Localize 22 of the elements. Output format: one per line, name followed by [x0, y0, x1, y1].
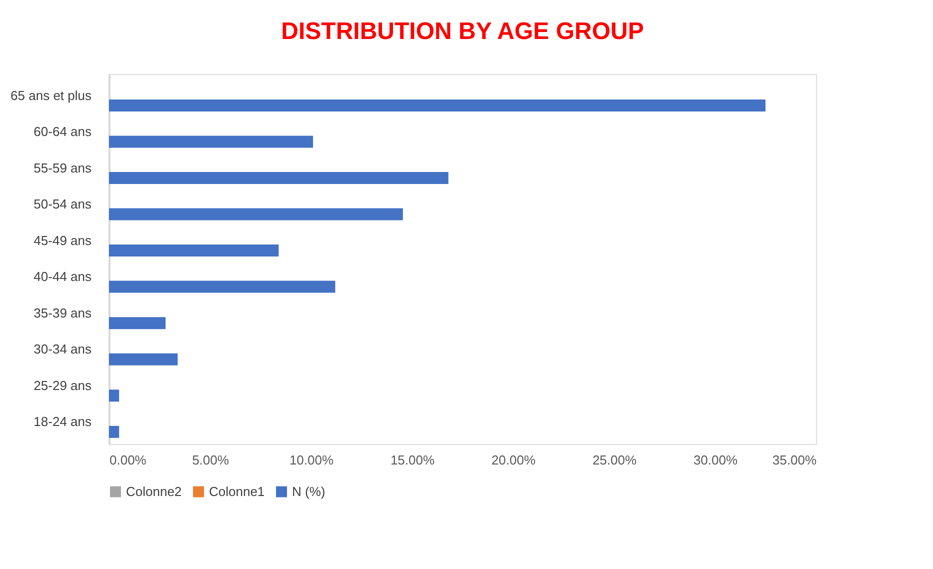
y-tick-label: 55-59 ans	[34, 160, 92, 176]
y-tick-label: 50-54 ans	[34, 196, 92, 212]
chart-title: DISTRIBUTION BY AGE GROUP	[281, 18, 644, 45]
legend-label: Colonne1	[209, 484, 265, 499]
y-tick-label: 65 ans et plus	[10, 88, 92, 103]
x-tick-label: 0.00%	[110, 452, 147, 468]
x-tick-label: 5.00%	[192, 452, 230, 468]
y-tick-label: 30-34 ans	[34, 342, 92, 357]
y-tick-label: 60-64 ans	[34, 124, 92, 140]
x-tick-label: 25.00%	[592, 452, 637, 468]
y-tick-label: 18-24 ans	[34, 414, 92, 430]
x-tick-label: 10.00%	[289, 452, 334, 468]
x-tick-label: 35.00%	[772, 452, 817, 468]
x-tick-label: 20.00%	[491, 452, 536, 468]
y-tick-label: 25-29 ans	[34, 378, 92, 393]
x-tick-label: 30.00%	[693, 452, 738, 468]
x-tick-label: 15.00%	[390, 452, 435, 468]
y-tick-label: 40-44 ans	[34, 269, 92, 284]
y-tick-label: 35-39 ans	[34, 305, 92, 320]
y-tick-label: 45-49 ans	[34, 232, 92, 248]
legend-label: N (%)	[292, 484, 326, 499]
legend-label: Colonne2	[126, 484, 182, 499]
